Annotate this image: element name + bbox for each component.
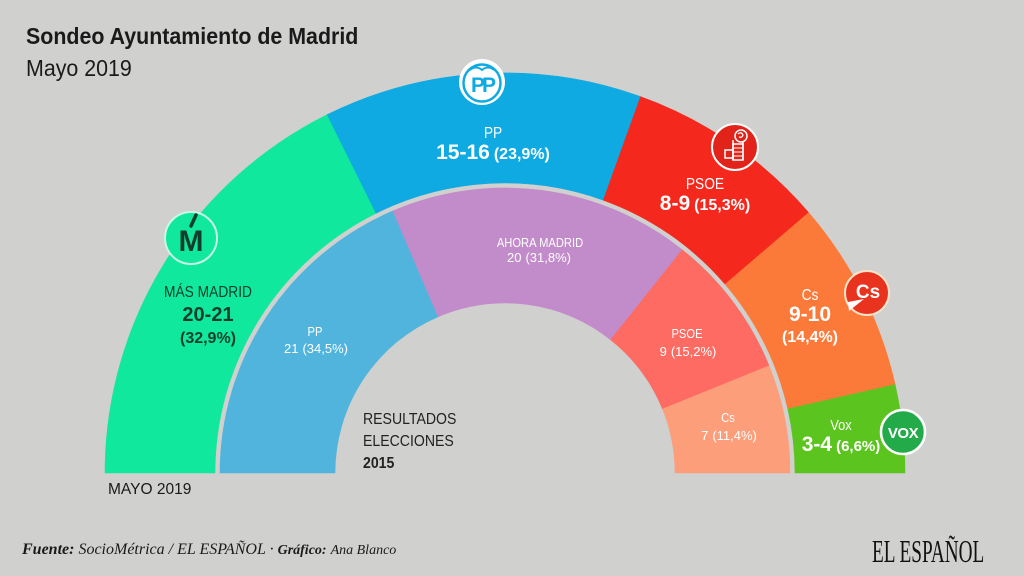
- slice-inner-pp: [219, 210, 439, 474]
- source-label: Fuente:: [22, 541, 75, 558]
- slice-inner-cs: [662, 365, 791, 474]
- seats-value: 9-10: [788, 303, 832, 326]
- seats-value: 20: [507, 250, 522, 265]
- percent-value: (14,4%): [781, 329, 839, 346]
- source-value: SocioMétrica / EL ESPAÑOL: [78, 541, 266, 558]
- separator: ·: [269, 541, 274, 558]
- chart-title: Sondeo Ayuntamiento de Madrid: [26, 23, 359, 49]
- party-name: Cs: [801, 287, 819, 304]
- seats-value: 7: [701, 428, 709, 443]
- value-line: 21 (34,5%): [284, 342, 348, 355]
- seats-value: 3-4: [801, 433, 833, 456]
- party-name: PSOE: [685, 176, 725, 193]
- vox-logo-icon: VOX: [879, 408, 927, 456]
- pp-logo-icon: PP: [459, 59, 505, 105]
- party-name: AHORA MADRID: [496, 235, 584, 250]
- party-name: PP: [483, 125, 503, 142]
- party-name: PP: [307, 324, 323, 339]
- el-espanol-logo: EL ESPAÑOL: [872, 533, 985, 569]
- value-line: 7 (11,4%): [701, 429, 757, 442]
- graphic-author: Ana Blanco: [330, 543, 397, 558]
- cs-logo-icon: Cs: [844, 270, 890, 316]
- svg-text:PP: PP: [471, 74, 496, 97]
- value-line: 15-16 (23,9%): [436, 142, 550, 163]
- value-line: 9 (15,2%): [660, 345, 717, 358]
- percent-value: (34,5%): [302, 341, 348, 356]
- caption-line-2: ELECCIONES: [363, 433, 454, 450]
- value-line: 20 (31,8%): [507, 251, 571, 264]
- outer-ring-2019: [104, 72, 906, 474]
- percent-value: (23,9%): [493, 146, 550, 163]
- value-line: 3-4 (6,6%): [802, 434, 881, 455]
- percent-value: (31,8%): [525, 250, 571, 265]
- seats-value: 15-16: [436, 141, 490, 164]
- caption-line-1: RESULTADOS: [363, 411, 457, 428]
- party-name: MÁS MADRID: [164, 284, 252, 301]
- slice-outer-mas-madrid: [104, 114, 377, 474]
- caption-line-3: 2015: [363, 455, 395, 472]
- percent-value: (15,2%): [670, 344, 717, 359]
- mas-madrid-logo-icon: M: [164, 211, 218, 265]
- svg-text:M: M: [179, 225, 204, 258]
- chart-subtitle: Mayo 2019: [26, 55, 132, 81]
- outer-ring-caption: MAYO 2019: [108, 481, 192, 498]
- percent-value: (32,9%): [179, 330, 237, 347]
- percent-value: (11,4%): [712, 428, 757, 443]
- graphic-label: Gráfico:: [277, 543, 327, 558]
- value-line: 8-9 (15,3%): [660, 193, 750, 214]
- party-name: Vox: [830, 417, 852, 434]
- seats-value: 9: [659, 344, 667, 359]
- seats-value: 21: [284, 341, 299, 356]
- inner-ring-2015: [219, 187, 791, 474]
- party-name: PSOE: [671, 326, 703, 341]
- percent-value: (6,6%): [836, 438, 881, 455]
- svg-text:Cs: Cs: [856, 282, 880, 303]
- party-name: Cs: [721, 410, 735, 425]
- slice-inner-ahora-madrid: [392, 187, 683, 341]
- source-credit: Fuente: SocioMétrica / EL ESPAÑOL · Gráf…: [22, 541, 396, 560]
- seats-value: 8-9: [659, 192, 691, 215]
- percent-value: (15,3%): [694, 197, 751, 214]
- svg-text:VOX: VOX: [888, 425, 919, 442]
- seats-value: 20-21: [182, 304, 234, 326]
- psoe-logo-icon: [711, 123, 759, 171]
